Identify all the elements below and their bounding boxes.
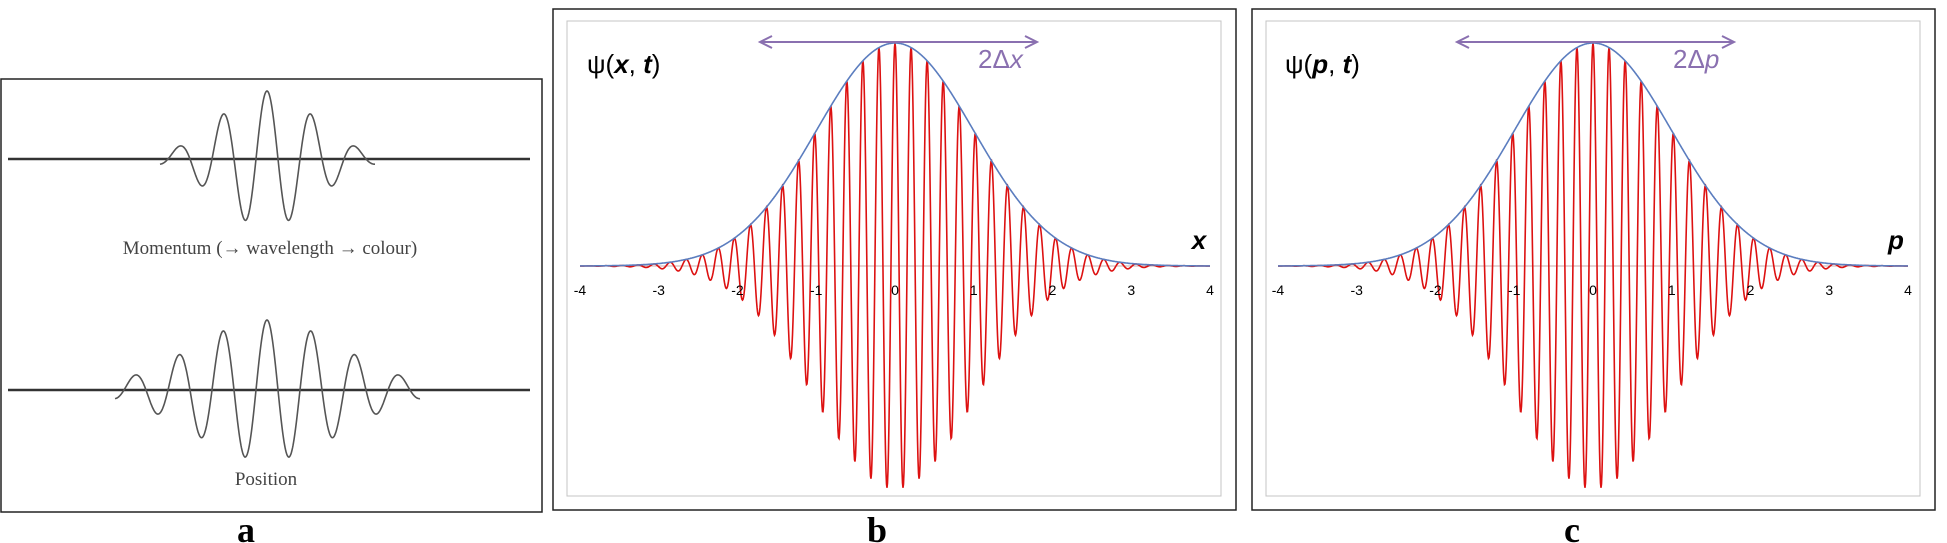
panel-c-tick-labels: -4 -3 -2 -1 0 1 2 3 4	[1272, 282, 1912, 298]
pb-tick-label: 3	[1127, 282, 1135, 298]
panel-c-plot-area	[1265, 20, 1921, 497]
pc-tick-label: -1	[1508, 282, 1521, 298]
pb-tick-label: -4	[574, 282, 587, 298]
panel-b-width-arrow	[757, 35, 1040, 49]
panel-a-position-wave	[114, 319, 421, 458]
pc-tick-label: 0	[1589, 282, 1597, 298]
panel-c-letter: c	[1564, 510, 1580, 543]
panel-b-x-axis-label: x	[1190, 225, 1208, 255]
panel-c-width-arrow	[1454, 35, 1737, 49]
pc-tick-label: 3	[1825, 282, 1833, 298]
pb-tick-label: -2	[731, 282, 744, 298]
pb-tick-label: 2	[1049, 282, 1057, 298]
pc-tick-label: 1	[1668, 282, 1676, 298]
pb-tick-label: 1	[970, 282, 978, 298]
position-caption: Position	[235, 469, 298, 490]
panel-b: -4 -3 -2 -1 0 1 2 3 4 ψ(x, t) 2Δx x b	[552, 8, 1237, 543]
pb-tick-label: -3	[653, 282, 666, 298]
pc-tick-label: 2	[1747, 282, 1755, 298]
panel-a-frame	[0, 78, 543, 513]
pb-tick-label: 4	[1206, 282, 1214, 298]
panel-c-width-label: 2Δp	[1673, 44, 1719, 74]
panel-c-y-label: ψ(p, t)	[1285, 49, 1360, 79]
panel-b-carrier-wave	[580, 42, 1210, 488]
panel-b-tick-labels: -4 -3 -2 -1 0 1 2 3 4	[574, 282, 1214, 298]
panel-b-plot-area	[566, 20, 1222, 497]
pc-tick-label: -2	[1429, 282, 1442, 298]
panel-b-outer-frame	[552, 8, 1237, 511]
panel-c: -4 -3 -2 -1 0 1 2 3 4 ψ(p, t) 2Δp p c	[1251, 8, 1936, 543]
panel-a-letter: a	[237, 510, 255, 543]
panel-c-envelope	[1278, 42, 1908, 267]
panel-a: Momentum (→ wavelength → colour) Positio…	[0, 78, 543, 543]
panel-b-envelope	[580, 42, 1210, 267]
pb-tick-label: 0	[891, 282, 899, 298]
pb-tick-label: -1	[810, 282, 823, 298]
panel-c-outer-frame	[1251, 8, 1936, 511]
panel-a-momentum-wave	[159, 90, 375, 222]
panel-b-letter: b	[867, 510, 887, 543]
pc-tick-label: -4	[1272, 282, 1285, 298]
panel-c-carrier-wave	[1278, 42, 1908, 488]
panel-b-y-label: ψ(x, t)	[587, 49, 660, 79]
pc-tick-label: 4	[1904, 282, 1912, 298]
pc-tick-label: -3	[1351, 282, 1364, 298]
panel-c-x-axis-label: p	[1887, 225, 1904, 255]
momentum-caption: Momentum (→ wavelength → colour)	[123, 238, 417, 259]
panel-b-width-label: 2Δx	[978, 44, 1024, 74]
